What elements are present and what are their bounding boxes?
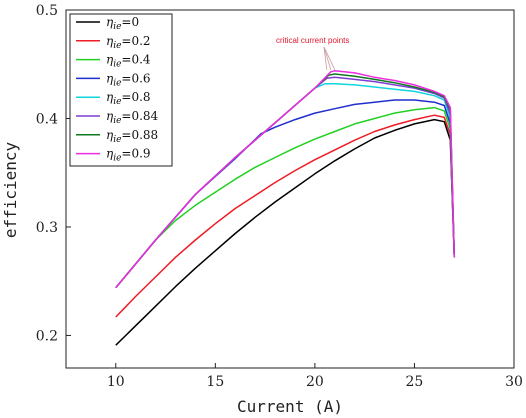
- x-tick-label: 15: [206, 374, 224, 390]
- legend-label-1: ηie=0.2: [106, 34, 151, 51]
- series-layer: [115, 70, 456, 346]
- legend-label-3: ηie=0.6: [106, 71, 151, 88]
- y-axis-title: efficiency: [1, 141, 20, 238]
- legend-label-5: ηie=0.84: [106, 109, 159, 126]
- x-tick-label: 30: [505, 374, 523, 390]
- legend-label-4: ηie=0.8: [106, 90, 151, 107]
- x-tick-label: 10: [107, 374, 125, 390]
- annotation-arrow-1: [323, 46, 332, 70]
- legend-label-2: ηie=0.4: [106, 53, 151, 70]
- series-line-1: [115, 114, 456, 318]
- x-axis-title: Current (A): [237, 397, 343, 416]
- annotation-arrow-2: [323, 46, 336, 71]
- y-tick-label: 0.4: [36, 111, 58, 127]
- series-line-7: [115, 70, 456, 289]
- annotation-arrows: [323, 46, 336, 71]
- annotation-arrow-0: [323, 46, 328, 70]
- x-tick-label: 25: [406, 374, 424, 390]
- legend-label-7: ηie=0.9: [106, 147, 151, 164]
- legend-box: [69, 13, 173, 167]
- x-tick-label: 20: [306, 374, 324, 390]
- annotation: critical current points: [276, 36, 349, 71]
- legend-label-0: ηie=0: [106, 15, 139, 32]
- y-tick-label: 0.3: [36, 220, 58, 236]
- annotation-text: critical current points: [276, 36, 349, 45]
- legend-label-6: ηie=0.88: [106, 128, 158, 145]
- y-tick-label: 0.2: [36, 328, 58, 344]
- y-tick-label: 0.5: [36, 3, 58, 19]
- ticks-layer: 10 15 20 25 30 0.2 0.3 0.4 0.5: [36, 3, 523, 390]
- series-line-0: [115, 118, 456, 346]
- series-line-2: [115, 106, 456, 289]
